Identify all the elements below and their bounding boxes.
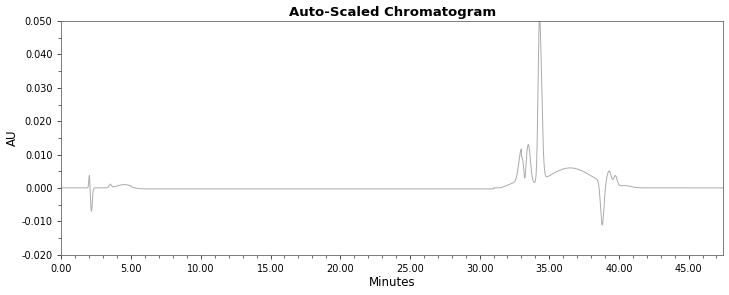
Title: Auto-Scaled Chromatogram: Auto-Scaled Chromatogram (289, 6, 496, 19)
X-axis label: Minutes: Minutes (369, 276, 416, 289)
Y-axis label: AU: AU (6, 130, 18, 146)
